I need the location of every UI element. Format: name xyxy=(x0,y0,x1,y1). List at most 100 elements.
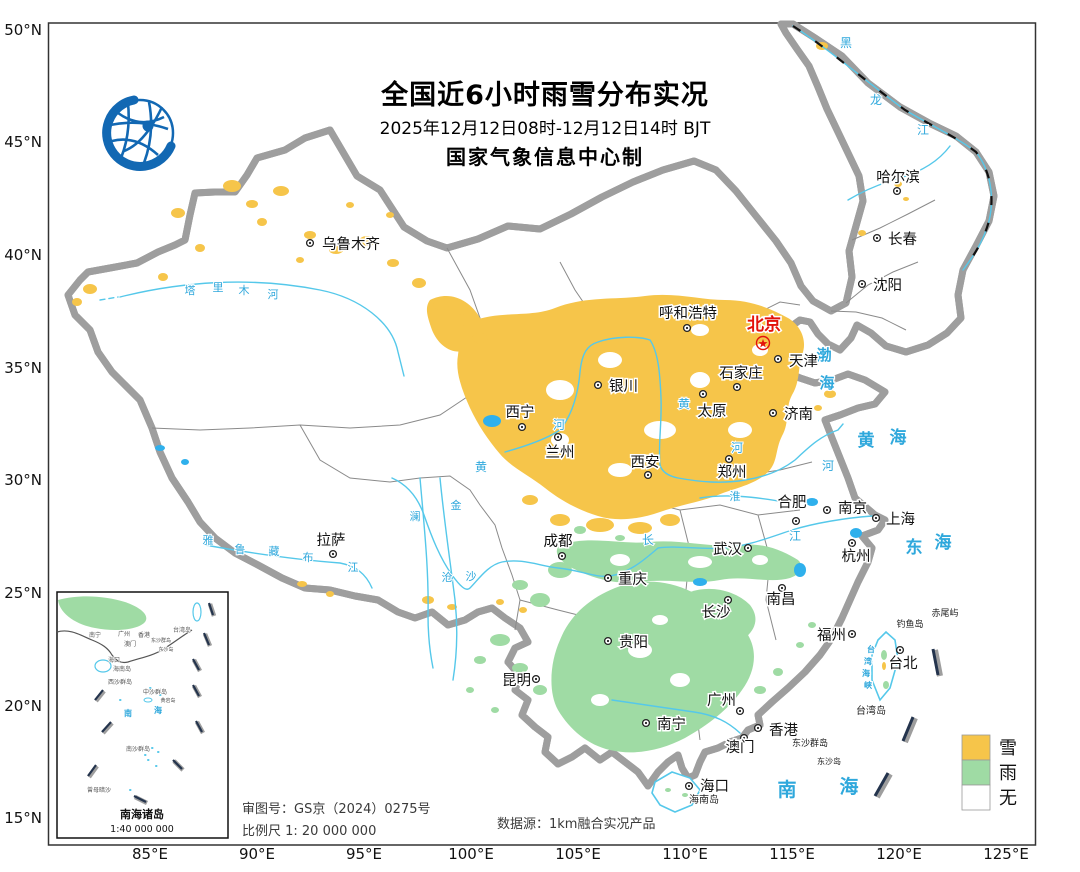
lon-tick-label: 125°E xyxy=(983,845,1029,863)
river-label: 黄 xyxy=(475,460,487,474)
river-label: 沙 xyxy=(466,570,477,583)
city-label: 石家庄 xyxy=(719,364,763,382)
city-label: 济南 xyxy=(784,406,813,423)
city: 合肥 xyxy=(776,493,808,526)
snow-patches xyxy=(72,42,909,670)
title-block: 全国近6小时雨雪分布实况 2025年12月12日08时-12月12日14时 BJ… xyxy=(380,79,711,169)
city-label: 呼和浩特 xyxy=(659,305,717,322)
footer-notes: 审图号：GS京（2024）0275号 比例尺 1: 20 000 000 数据源… xyxy=(242,802,655,839)
sea-label: 南 xyxy=(777,779,796,801)
capital-label: 北京 xyxy=(747,314,781,335)
tiny-label: 东沙群岛 xyxy=(151,637,171,644)
map-labels-layer: 渤海黄 海东 海南 海台湾海峡塔里木河黑龙江黄河黄河河长 江淮金沙澜沧雅鲁藏布江台湾岛东… xyxy=(86,35,959,807)
city: 重庆 xyxy=(603,570,649,590)
city-label: 海口 xyxy=(700,778,729,795)
city: 香港 xyxy=(753,721,800,741)
city: 长春 xyxy=(872,230,919,250)
city-label: 香港 xyxy=(769,722,798,739)
tiny-label: 海口 xyxy=(108,656,120,664)
city: 郑州 xyxy=(716,454,748,483)
tiny-label: 海南岛 xyxy=(113,665,131,673)
tiny-label: 广州 xyxy=(118,630,130,638)
city-label: 长春 xyxy=(888,231,917,248)
city-label: 拉萨 xyxy=(317,532,346,549)
city: 成都 xyxy=(542,532,574,561)
city: 呼和浩特 xyxy=(658,304,719,333)
tiny-label: 黄岩岛 xyxy=(160,697,175,704)
sea-label: 海 xyxy=(862,668,870,678)
lat-tick-label: 50°N xyxy=(4,21,42,39)
city: 天津 xyxy=(773,352,820,372)
city-marker-dot xyxy=(308,241,312,245)
lon-tick-label: 100°E xyxy=(448,845,494,863)
inset-frame xyxy=(56,591,229,839)
city: 昆明 xyxy=(501,672,541,691)
city: 福州 xyxy=(816,626,857,646)
city-marker-dot xyxy=(756,726,760,730)
city-marker-dot xyxy=(735,385,739,389)
city: 台北 xyxy=(887,645,919,674)
lat-tick-label: 15°N xyxy=(4,809,42,827)
city-marker-dot xyxy=(685,326,689,330)
legend-label: 雪 xyxy=(999,738,1017,759)
river-label: 淮 xyxy=(730,490,741,503)
city: 海口 xyxy=(684,777,731,797)
lon-tick-label: 105°E xyxy=(555,845,601,863)
producer: 国家气象信息中心制 xyxy=(446,145,644,169)
lat-tick-label: 25°N xyxy=(4,584,42,602)
page-title: 全国近6小时雨雪分布实况 xyxy=(380,79,709,111)
city: 西安 xyxy=(629,453,661,480)
city-label: 沈阳 xyxy=(873,277,902,294)
city-label: 重庆 xyxy=(618,571,647,588)
city-label: 广州 xyxy=(707,692,736,709)
legend-swatch xyxy=(961,759,991,786)
sea-label: 海 xyxy=(890,427,907,448)
city: 济南 xyxy=(768,405,815,425)
tiny-label: 西沙群岛 xyxy=(108,678,132,686)
inset-map: 南海诸岛 1:40 000 000 xyxy=(56,591,229,839)
sea-label: 东 xyxy=(906,537,923,558)
river-label: 河 xyxy=(553,418,565,432)
city-marker-dot xyxy=(875,236,879,240)
city-label: 南京 xyxy=(838,500,867,517)
city-marker-dot xyxy=(895,189,899,193)
city-label: 太原 xyxy=(698,403,727,420)
city: 南京 xyxy=(822,499,869,519)
city-label: 昆明 xyxy=(502,673,531,689)
city-marker-dot xyxy=(860,282,864,286)
lon-tick-label: 120°E xyxy=(876,845,922,863)
city-label: 成都 xyxy=(544,533,573,550)
city: 哈尔滨 xyxy=(875,168,921,196)
city-marker-dot xyxy=(534,677,538,681)
river-label: 河 xyxy=(822,459,834,473)
city-marker-dot xyxy=(606,639,610,643)
tiny-label: 南沙群岛 xyxy=(126,745,150,753)
city: 上海 xyxy=(871,510,917,530)
river-label: 龙 xyxy=(870,93,882,107)
tiny-label: 曾母暗沙 xyxy=(87,786,111,794)
rivers-layer xyxy=(99,25,993,734)
city-marker-dot xyxy=(701,392,705,396)
city: 澳门 xyxy=(724,733,756,758)
legend: 雪雨无 xyxy=(961,734,1017,811)
city-marker-dot xyxy=(556,435,560,439)
sea-label: 台 xyxy=(867,644,875,654)
city: 长沙 xyxy=(700,595,733,623)
lat-tick-label: 40°N xyxy=(4,246,42,264)
city: 拉萨 xyxy=(315,531,347,559)
city-marker-dot xyxy=(794,519,798,523)
lon-tick-label: 90°E xyxy=(239,845,275,863)
legend-label: 无 xyxy=(999,788,1017,809)
city-marker-dot xyxy=(520,425,524,429)
river-label: 河 xyxy=(731,441,743,455)
sea-label: 海 xyxy=(154,705,162,715)
sea-label: 黄 xyxy=(858,430,875,451)
city: 武汉 xyxy=(712,540,753,560)
sea-label: 峡 xyxy=(864,680,873,690)
city-label: 兰州 xyxy=(546,444,575,461)
lakes xyxy=(155,415,862,586)
city-label: 澳门 xyxy=(726,739,755,756)
logo-network-lines xyxy=(109,101,169,164)
